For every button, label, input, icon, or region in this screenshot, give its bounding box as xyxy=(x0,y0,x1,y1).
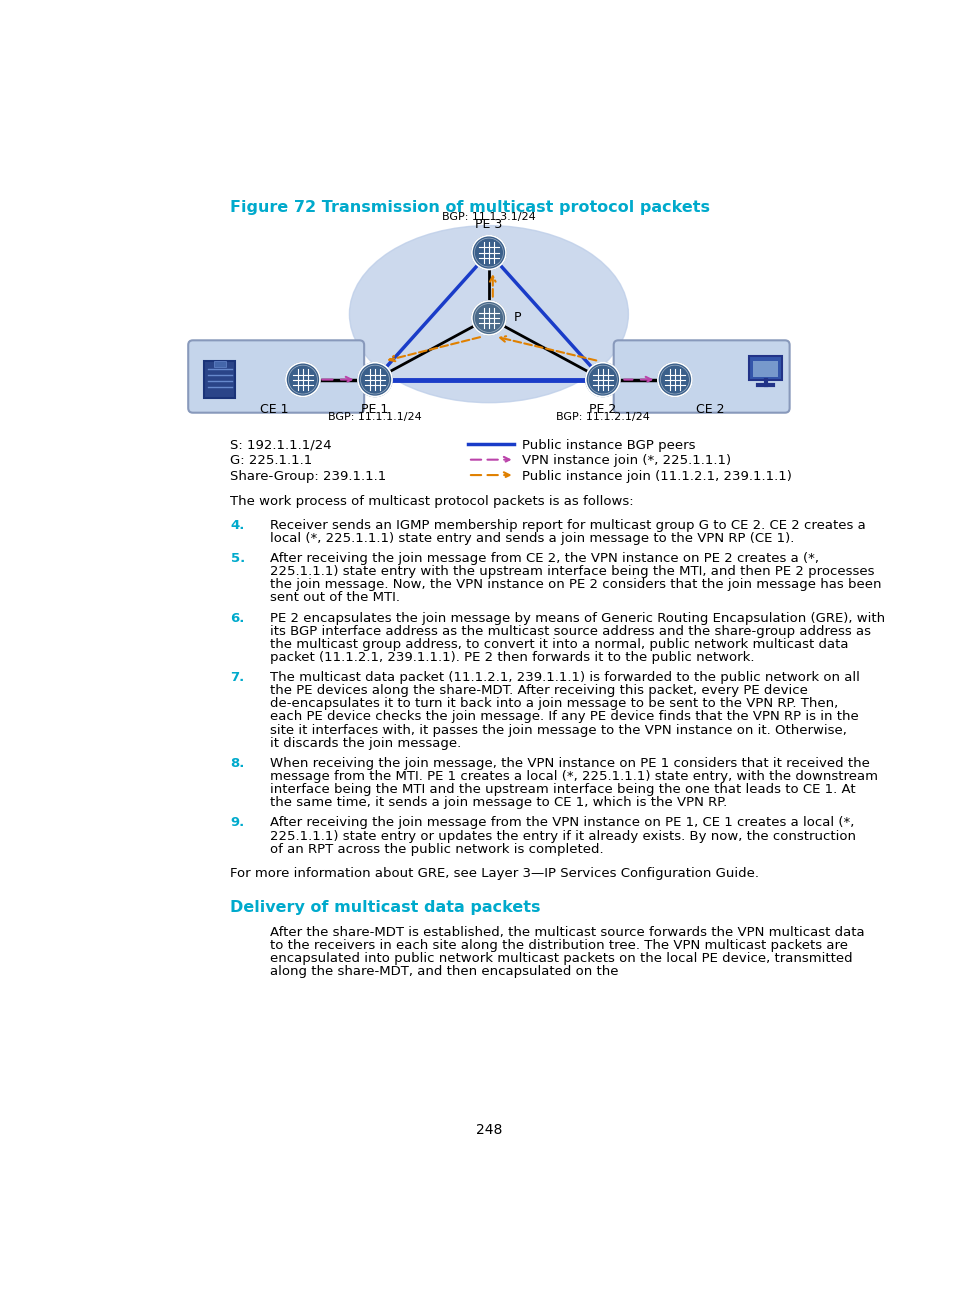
Text: CE 1: CE 1 xyxy=(260,403,288,416)
Text: After receiving the join message from the VPN instance on PE 1, CE 1 creates a l: After receiving the join message from th… xyxy=(270,816,854,829)
Text: Receiver sends an IGMP membership report for multicast group G to CE 2. CE 2 cre: Receiver sends an IGMP membership report… xyxy=(270,518,865,531)
Text: PE 2: PE 2 xyxy=(589,403,616,416)
Text: CE 2: CE 2 xyxy=(695,403,723,416)
Text: Share-Group: 239.1.1.1: Share-Group: 239.1.1.1 xyxy=(230,469,386,482)
Text: VPN instance join (*, 225.1.1.1): VPN instance join (*, 225.1.1.1) xyxy=(521,455,731,468)
Text: local (*, 225.1.1.1) state entry and sends a join message to the VPN RP (CE 1).: local (*, 225.1.1.1) state entry and sen… xyxy=(270,531,794,544)
Text: its BGP interface address as the multicast source address and the share-group ad: its BGP interface address as the multica… xyxy=(270,625,870,638)
FancyBboxPatch shape xyxy=(188,341,364,412)
Circle shape xyxy=(472,301,505,334)
Text: along the share-MDT, and then encapsulated on the: along the share-MDT, and then encapsulat… xyxy=(270,966,618,978)
Circle shape xyxy=(658,363,691,397)
Text: When receiving the join message, the VPN instance on PE 1 considers that it rece: When receiving the join message, the VPN… xyxy=(270,757,869,770)
Text: of an RPT across the public network is completed.: of an RPT across the public network is c… xyxy=(270,842,603,855)
Text: the same time, it sends a join message to CE 1, which is the VPN RP.: the same time, it sends a join message t… xyxy=(270,796,727,809)
Text: site it interfaces with, it passes the join message to the VPN instance on it. O: site it interfaces with, it passes the j… xyxy=(270,723,846,736)
Circle shape xyxy=(357,363,392,397)
Text: Figure 72 Transmission of multicast protocol packets: Figure 72 Transmission of multicast prot… xyxy=(230,200,709,215)
FancyBboxPatch shape xyxy=(213,362,226,367)
Text: BGP: 11.1.1.1/24: BGP: 11.1.1.1/24 xyxy=(328,412,421,422)
Text: Public instance BGP peers: Public instance BGP peers xyxy=(521,439,695,452)
Text: 6.: 6. xyxy=(231,612,245,625)
Ellipse shape xyxy=(349,226,628,403)
Text: to the receivers in each site along the distribution tree. The VPN multicast pac: to the receivers in each site along the … xyxy=(270,938,847,951)
FancyBboxPatch shape xyxy=(204,362,235,398)
Text: PE 1: PE 1 xyxy=(361,403,388,416)
Text: packet (11.1.2.1, 239.1.1.1). PE 2 then forwards it to the public network.: packet (11.1.2.1, 239.1.1.1). PE 2 then … xyxy=(270,651,754,664)
Text: each PE device checks the join message. If any PE device finds that the VPN RP i: each PE device checks the join message. … xyxy=(270,710,859,723)
Text: 8.: 8. xyxy=(231,757,245,770)
Text: 225.1.1.1) state entry with the upstream interface being the MTI, and then PE 2 : 225.1.1.1) state entry with the upstream… xyxy=(270,565,874,578)
Text: BGP: 11.1.3.1/24: BGP: 11.1.3.1/24 xyxy=(441,211,536,222)
Text: S: 192.1.1.1/24: S: 192.1.1.1/24 xyxy=(230,439,332,452)
Text: it discards the join message.: it discards the join message. xyxy=(270,736,461,749)
Text: The multicast data packet (11.1.2.1, 239.1.1.1) is forwarded to the public netwo: The multicast data packet (11.1.2.1, 239… xyxy=(270,671,860,684)
Text: the multicast group address, to convert it into a normal, public network multica: the multicast group address, to convert … xyxy=(270,638,848,651)
Text: 225.1.1.1) state entry or updates the entry if it already exists. By now, the co: 225.1.1.1) state entry or updates the en… xyxy=(270,829,856,842)
Text: After receiving the join message from CE 2, the VPN instance on PE 2 creates a (: After receiving the join message from CE… xyxy=(270,552,819,565)
Text: de-encapsulates it to turn it back into a join message to be sent to the VPN RP.: de-encapsulates it to turn it back into … xyxy=(270,697,838,710)
Circle shape xyxy=(472,236,505,270)
Text: sent out of the MTI.: sent out of the MTI. xyxy=(270,591,400,604)
Text: 9.: 9. xyxy=(231,816,245,829)
FancyBboxPatch shape xyxy=(753,362,778,377)
Text: Delivery of multicast data packets: Delivery of multicast data packets xyxy=(230,899,540,915)
Text: 5.: 5. xyxy=(231,552,245,565)
Text: 248: 248 xyxy=(476,1122,501,1137)
Text: G: 225.1.1.1: G: 225.1.1.1 xyxy=(230,455,312,468)
Text: PE 3: PE 3 xyxy=(475,218,502,231)
Text: PE 2 encapsulates the join message by means of Generic Routing Encapsulation (GR: PE 2 encapsulates the join message by me… xyxy=(270,612,884,625)
Text: message from the MTI. PE 1 creates a local (*, 225.1.1.1) state entry, with the : message from the MTI. PE 1 creates a loc… xyxy=(270,770,878,783)
Text: For more information about GRE, see Layer 3—IP Services Configuration Guide.: For more information about GRE, see Laye… xyxy=(230,867,759,880)
Circle shape xyxy=(286,363,319,397)
FancyBboxPatch shape xyxy=(748,355,781,380)
Text: BGP: 11.1.2.1/24: BGP: 11.1.2.1/24 xyxy=(556,412,649,422)
Text: Public instance join (11.1.2.1, 239.1.1.1): Public instance join (11.1.2.1, 239.1.1.… xyxy=(521,469,791,482)
Text: 4.: 4. xyxy=(231,518,245,531)
Text: The work process of multicast protocol packets is as follows:: The work process of multicast protocol p… xyxy=(230,495,633,508)
FancyBboxPatch shape xyxy=(613,341,789,412)
Text: interface being the MTI and the upstream interface being the one that leads to C: interface being the MTI and the upstream… xyxy=(270,783,855,796)
Text: After the share-MDT is established, the multicast source forwards the VPN multic: After the share-MDT is established, the … xyxy=(270,925,864,938)
Circle shape xyxy=(585,363,619,397)
Text: the join message. Now, the VPN instance on PE 2 considers that the join message : the join message. Now, the VPN instance … xyxy=(270,578,881,591)
Text: 7.: 7. xyxy=(231,671,245,684)
Text: P: P xyxy=(513,311,520,324)
Text: encapsulated into public network multicast packets on the local PE device, trans: encapsulated into public network multica… xyxy=(270,953,852,966)
Text: the PE devices along the share-MDT. After receiving this packet, every PE device: the PE devices along the share-MDT. Afte… xyxy=(270,684,807,697)
